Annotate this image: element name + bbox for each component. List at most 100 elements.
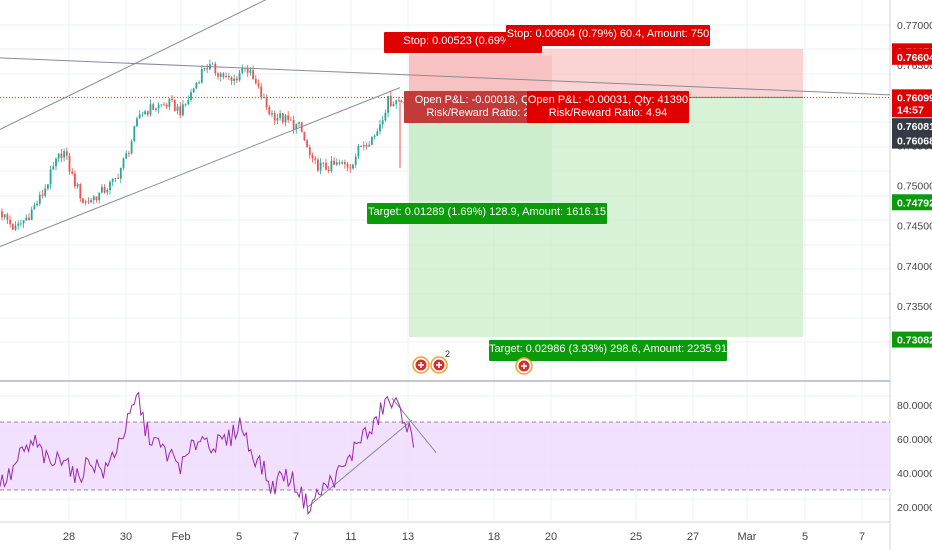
candle-body[interactable] (49, 169, 52, 185)
candle-body[interactable] (79, 184, 82, 199)
candle-body[interactable] (57, 153, 60, 159)
candle-body[interactable] (171, 98, 173, 100)
candle-body[interactable] (217, 73, 219, 77)
candle-body[interactable] (146, 111, 149, 115)
price-trend-line-2[interactable] (0, 57, 891, 96)
candle-body[interactable] (33, 205, 36, 210)
candle-body[interactable] (352, 164, 354, 169)
candle-body[interactable] (230, 77, 233, 82)
candle-body[interactable] (276, 118, 279, 121)
candle-body[interactable] (209, 64, 211, 70)
price-axis[interactable]: 0.770000.765000.760000.755000.750000.745… (891, 0, 932, 550)
candle-body[interactable] (152, 104, 155, 110)
candle-body[interactable] (179, 106, 182, 116)
candle-body[interactable] (22, 220, 25, 224)
candle-body[interactable] (357, 145, 360, 157)
candle-body[interactable] (300, 122, 303, 132)
candle-body[interactable] (271, 113, 273, 115)
candle-body[interactable] (160, 104, 163, 106)
candle-body[interactable] (28, 217, 30, 220)
candle-body[interactable] (327, 169, 330, 171)
candle-body[interactable] (287, 115, 290, 120)
candle-body[interactable] (273, 113, 276, 121)
candle-body[interactable] (138, 114, 141, 119)
candle-body[interactable] (265, 97, 268, 107)
candle-body[interactable] (192, 88, 195, 93)
price-tag-box-1[interactable] (892, 48, 932, 65)
candle-body[interactable] (133, 126, 136, 142)
candle-body[interactable] (168, 98, 171, 107)
candle-body[interactable] (341, 162, 344, 164)
candle-body[interactable] (11, 224, 14, 230)
candle-body[interactable] (292, 119, 295, 130)
candle-body[interactable] (379, 124, 381, 132)
pl-label-0[interactable]: Open P&L: -0.00018, Qty:Risk/Reward Rati… (404, 91, 552, 123)
candle-body[interactable] (298, 122, 300, 124)
event-markers[interactable]: 2 (412, 349, 533, 375)
candle-body[interactable] (311, 155, 314, 159)
candle-body[interactable] (17, 223, 20, 226)
candle-body[interactable] (76, 184, 79, 187)
candle-body[interactable] (20, 223, 22, 225)
candle-body[interactable] (400, 100, 403, 102)
candle-body[interactable] (125, 153, 128, 159)
candle-body[interactable] (238, 72, 241, 81)
candle-body[interactable] (6, 214, 9, 220)
price-tag-box-7[interactable] (892, 331, 932, 348)
candle-body[interactable] (249, 70, 252, 73)
candle-body[interactable] (122, 158, 125, 168)
candle-body[interactable] (38, 194, 41, 204)
candle-body[interactable] (222, 73, 225, 78)
candle-body[interactable] (30, 209, 33, 220)
candle-body[interactable] (74, 173, 76, 187)
candle-body[interactable] (114, 178, 117, 180)
trend-lines[interactable] (0, 0, 891, 508)
candle-body[interactable] (398, 100, 400, 102)
price-tag-box-3[interactable] (892, 101, 932, 118)
candle-body[interactable] (165, 104, 168, 107)
candle-body[interactable] (52, 166, 55, 170)
candle-body[interactable] (184, 104, 187, 105)
candle-body[interactable] (330, 160, 333, 171)
event-icon-0[interactable] (412, 356, 430, 374)
candle-body[interactable] (279, 113, 281, 119)
stop-label-1[interactable]: Stop: 0.00604 (0.79%) 60.4, Amount: 750 (506, 25, 710, 46)
candle-body[interactable] (246, 68, 249, 73)
candle-body[interactable] (344, 162, 346, 165)
candle-body[interactable] (376, 131, 379, 136)
candle-body[interactable] (252, 70, 254, 79)
candle-body[interactable] (1, 211, 3, 218)
candle-body[interactable] (368, 144, 371, 147)
target-label-0[interactable]: Target: 0.01289 (1.69%) 128.9, Amount: 1… (367, 203, 607, 224)
candle-body[interactable] (130, 141, 133, 154)
position-labels[interactable]: Stop: 0.00523 (0.69%) 5 Open P&L: -0.0001… (367, 25, 727, 361)
candle-body[interactable] (389, 96, 392, 106)
rsi-trend-line-0[interactable] (307, 419, 413, 508)
candle-body[interactable] (63, 151, 65, 158)
pl-label-1[interactable]: Open P&L: -0.00031, Qty: 41390Risk/Rewar… (527, 91, 689, 123)
candle-body[interactable] (395, 100, 398, 105)
candle-body[interactable] (47, 184, 49, 189)
candle-body[interactable] (36, 203, 38, 206)
rsi-trend-line-1[interactable] (391, 397, 437, 453)
candle-body[interactable] (44, 188, 47, 196)
candle-body[interactable] (211, 63, 214, 65)
rsi-line[interactable] (0, 391, 415, 516)
candle-body[interactable] (84, 201, 87, 203)
candle-body[interactable] (187, 99, 190, 105)
candle-body[interactable] (254, 78, 257, 84)
candle-body[interactable] (87, 201, 90, 203)
candle-body[interactable] (214, 63, 217, 74)
candle-body[interactable] (360, 145, 362, 147)
candle-body[interactable] (98, 192, 101, 201)
candle-body[interactable] (111, 178, 114, 182)
candle-body[interactable] (306, 140, 308, 148)
candle-body[interactable] (3, 214, 6, 218)
candle-body[interactable] (263, 97, 265, 99)
candle-body[interactable] (233, 78, 236, 82)
candle-body[interactable] (60, 153, 63, 158)
candle-body[interactable] (381, 120, 384, 125)
candle-body[interactable] (295, 123, 298, 130)
price-trend-line-1[interactable] (0, 87, 401, 248)
candle-body[interactable] (373, 135, 376, 138)
